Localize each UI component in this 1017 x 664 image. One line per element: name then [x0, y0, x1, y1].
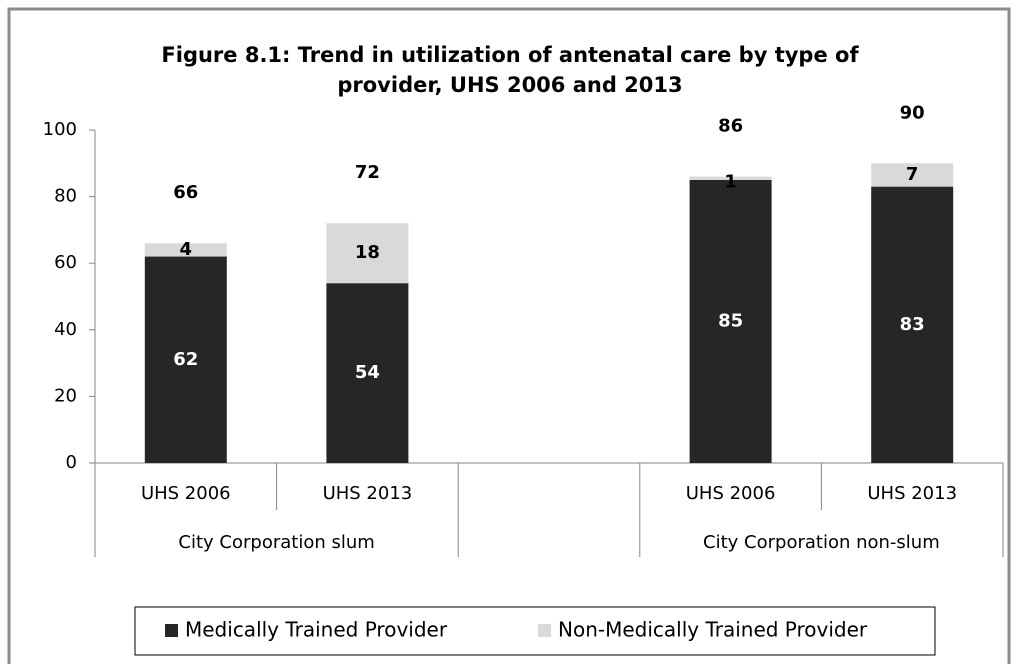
- x-tick-label: UHS 2006: [141, 483, 231, 504]
- x-tick-label: UHS 2013: [867, 483, 957, 504]
- legend-label: Medically Trained Provider: [185, 618, 448, 642]
- legend-swatch: [538, 624, 551, 637]
- data-label: 85: [718, 310, 743, 331]
- group-label: City Corporation slum: [178, 532, 374, 553]
- y-tick-label: 100: [43, 119, 77, 140]
- x-tick-label: UHS 2013: [323, 483, 413, 504]
- bar-segment: [326, 223, 409, 284]
- data-label: 54: [355, 362, 380, 383]
- chart-title: Figure 8.1: Trend in utilization of ante…: [161, 43, 859, 97]
- bar-segment: [144, 243, 227, 257]
- legend-box: [134, 606, 936, 656]
- bar-segment: [326, 283, 409, 463]
- y-tick-label: 60: [54, 252, 77, 273]
- total-label: 86: [718, 116, 743, 137]
- bar-segment: [871, 186, 954, 464]
- total-label: 66: [173, 182, 198, 203]
- y-tick-label: 40: [54, 319, 77, 340]
- bar-segment: [871, 163, 954, 187]
- data-label: 7: [906, 164, 919, 185]
- bar-segment: [689, 179, 772, 463]
- bar-segment: [144, 256, 227, 463]
- legend-swatch: [165, 624, 178, 637]
- data-label: 83: [900, 314, 925, 335]
- total-label: 72: [355, 162, 380, 183]
- data-label: 62: [173, 349, 198, 370]
- y-tick-label: 0: [66, 452, 77, 473]
- total-label: 90: [900, 102, 925, 123]
- legend-label: Non-Medically Trained Provider: [558, 618, 868, 642]
- group-label: City Corporation non-slum: [703, 532, 940, 553]
- data-label: 1: [724, 171, 737, 192]
- chart-border: [7, 7, 1011, 664]
- x-tick-label: UHS 2006: [686, 483, 776, 504]
- y-tick-label: 20: [54, 385, 77, 406]
- bar-segment: [689, 176, 772, 180]
- data-label: 18: [355, 242, 380, 263]
- data-label: 4: [180, 239, 193, 260]
- y-tick-label: 80: [54, 186, 77, 207]
